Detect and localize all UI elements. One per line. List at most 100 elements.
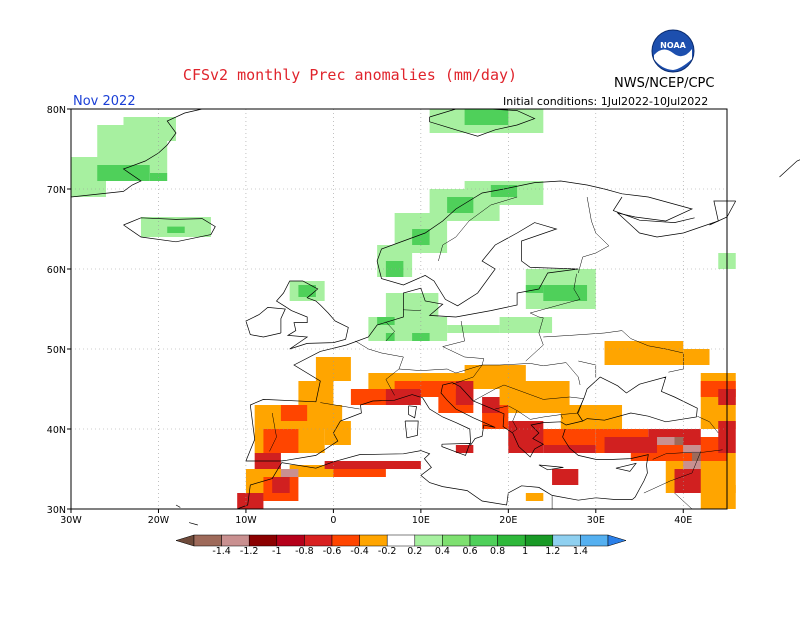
lat-label-4: 70N	[47, 185, 66, 196]
lon-label-1: 20W	[148, 515, 170, 526]
colorbar-tick-label-12: 1.2	[545, 546, 561, 557]
latitude-labels: 30N 40N 50N 60N 70N 80N	[47, 105, 66, 516]
lat-label-2: 50N	[47, 345, 66, 356]
lon-label-3: 0	[330, 515, 336, 526]
country-border-5	[403, 309, 421, 311]
anomaly-cell-central-red-8	[280, 405, 308, 421]
coastline-12	[70, 108, 203, 198]
anomaly-cell-scandinavia-coast-dark-3	[490, 185, 518, 197]
country-border-19	[643, 451, 702, 494]
anomaly-cell-north-europe-dark-3	[543, 285, 588, 301]
country-border-7	[525, 273, 581, 362]
colorbar-tick-label-1: -1.2	[239, 546, 259, 557]
colorbar-swatch-8	[386, 534, 416, 547]
colorbar-tick-label-2: -1	[272, 546, 282, 557]
coastline-11	[615, 462, 637, 472]
anomaly-cell-scandinavia-coast-dark-2	[447, 197, 474, 213]
coastline-17	[175, 504, 181, 508]
coastline-14	[779, 159, 800, 178]
country-border-14	[543, 332, 605, 338]
agency-label: NWS/NCEP/CPC	[614, 76, 715, 91]
country-border-10	[495, 405, 518, 433]
colorbar-tick-label-4: -0.6	[322, 546, 342, 557]
colorbar-swatch-4	[276, 534, 305, 547]
gridlines	[67, 108, 727, 513]
country-border-4	[385, 321, 395, 342]
lon-label-6: 30E	[587, 515, 605, 526]
anomaly-cell-central-darkred-14	[674, 469, 701, 493]
anomaly-cell-central-darkred-1	[455, 381, 474, 405]
lat-label-3: 60N	[47, 265, 66, 276]
lon-label-2: 10W	[235, 515, 257, 526]
anomaly-cell-central-orange-6	[604, 341, 684, 365]
coastline-5	[245, 307, 286, 338]
anomaly-cell-north-africa-orange-2	[525, 493, 544, 501]
lat-label-0: 30N	[47, 505, 66, 516]
country-border-15	[578, 360, 597, 377]
anomaly-cell-central-darkred-5	[604, 437, 658, 453]
anomaly-cell-north-europe-3	[499, 317, 553, 333]
lon-label-4: 10E	[412, 515, 430, 526]
anomaly-cell-scandinavia-coast-dark-0	[385, 261, 404, 277]
coastline-8	[408, 405, 417, 419]
colorbar	[175, 534, 627, 547]
anomaly-cell-central-darkred-4	[543, 445, 596, 453]
anomaly-cell-north-europe-2	[447, 325, 500, 333]
anomaly-cell-iceland-dark-0	[167, 226, 185, 233]
coastline-1	[245, 376, 698, 462]
colorbar-swatch-13	[524, 534, 554, 547]
country-border-8	[473, 384, 584, 402]
colorbar-tick-label-13: 1.4	[572, 546, 588, 557]
colorbar-tick-label-6: -0.2	[377, 546, 397, 557]
colorbar-tick-label-0: -1.4	[212, 546, 231, 557]
colorbar-swatch-9	[414, 534, 443, 547]
colorbar-high-triangle	[607, 534, 627, 547]
colorbar-swatch-2	[221, 534, 250, 547]
coastline-9	[441, 443, 471, 456]
anomaly-cell-north-europe-dark-1	[385, 333, 395, 341]
colorbar-swatch-6	[331, 534, 360, 547]
colorbar-swatch-11	[469, 534, 498, 547]
colorbar-labels: -1.4 -1.2 -1 -0.8 -0.6 -0.4 -0.2 0.2 0.4 0.6 0.8 1 1…	[0, 546, 800, 562]
coastline-3	[237, 450, 633, 510]
anomaly-cell-central-red-9	[333, 469, 386, 477]
colorbar-swatch-15	[580, 534, 609, 547]
country-border-13	[604, 330, 684, 373]
svg-text:NOAA: NOAA	[660, 41, 686, 50]
colorbar-tick-label-11: 1	[522, 546, 529, 557]
lat-label-5: 80N	[47, 105, 66, 116]
longitude-labels: 30W 20W 10W 0 10E 20E 30E 40E	[60, 515, 692, 526]
coastline-15	[709, 200, 737, 226]
country-border-16	[560, 398, 584, 415]
anomaly-cell-central-orange-7	[683, 349, 710, 365]
colorbar-tick-label-7: 0.2	[407, 546, 423, 557]
anomaly-cell-central-darkred-11	[237, 493, 264, 509]
anomaly-cell-central-darkred-3	[508, 421, 544, 453]
country-border-0	[320, 402, 360, 410]
anomaly-cell-central-orange-4	[499, 381, 570, 413]
lon-label-7: 40E	[674, 515, 692, 526]
coastline-2	[562, 428, 649, 500]
lon-label-0: 30W	[60, 515, 82, 526]
colorbar-swatch-7	[359, 534, 388, 547]
anomaly-cell-north-europe-dark-4	[525, 285, 544, 293]
anomaly-cell-central-darkred-12	[455, 445, 474, 453]
anomaly-cell-pink-patches-0	[280, 469, 299, 477]
anomaly-cell-pink-patches-1	[657, 437, 675, 445]
anomaly-cell-svalbard-dark-0	[464, 109, 509, 125]
lon-label-5: 20E	[499, 515, 517, 526]
coastline-16	[612, 196, 695, 223]
coastline-10	[538, 464, 564, 471]
colorbar-swatch-1	[193, 534, 222, 547]
anomaly-shading	[71, 109, 736, 509]
coastline-7	[404, 420, 419, 439]
colorbar-tick-label-8: 0.4	[434, 546, 450, 557]
chart-title: CFSv2 monthly Prec anomalies (mm/day)	[182, 66, 518, 84]
anomaly-cell-central-orange-3	[464, 365, 526, 381]
country-border-17	[652, 449, 723, 460]
country-border-2	[355, 340, 404, 396]
colorbar-tick-label-5: -0.4	[350, 546, 369, 557]
initial-conditions: Initial conditions: 1Jul2022-10Jul2022	[503, 95, 709, 108]
lat-label-1: 40N	[47, 425, 66, 436]
